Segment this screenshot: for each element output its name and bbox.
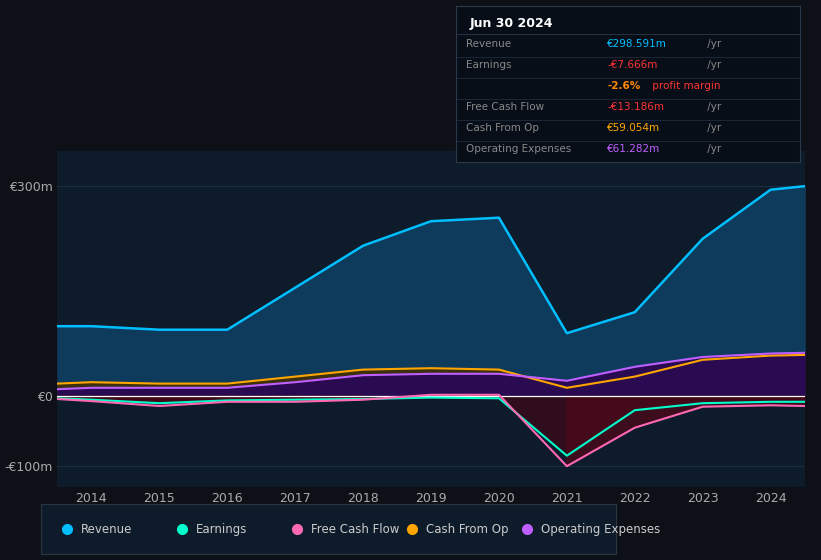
Text: /yr: /yr: [704, 60, 721, 69]
Text: Free Cash Flow: Free Cash Flow: [311, 522, 400, 536]
Text: Earnings: Earnings: [196, 522, 248, 536]
Text: Operating Expenses: Operating Expenses: [466, 144, 571, 155]
Text: Jun 30 2024: Jun 30 2024: [470, 17, 553, 30]
Text: -2.6%: -2.6%: [608, 81, 640, 91]
Text: Cash From Op: Cash From Op: [466, 123, 539, 133]
Text: Cash From Op: Cash From Op: [426, 522, 508, 536]
Text: Operating Expenses: Operating Expenses: [541, 522, 660, 536]
Text: /yr: /yr: [704, 144, 721, 155]
Text: €59.054m: €59.054m: [608, 123, 661, 133]
Text: Earnings: Earnings: [466, 60, 511, 69]
Text: Free Cash Flow: Free Cash Flow: [466, 102, 544, 112]
Text: Revenue: Revenue: [81, 522, 133, 536]
Text: /yr: /yr: [704, 102, 721, 112]
Text: /yr: /yr: [704, 39, 721, 49]
Text: -€13.186m: -€13.186m: [608, 102, 664, 112]
Text: -€7.666m: -€7.666m: [608, 60, 658, 69]
Text: €61.282m: €61.282m: [608, 144, 661, 155]
Text: profit margin: profit margin: [649, 81, 720, 91]
Text: /yr: /yr: [704, 123, 721, 133]
Text: Revenue: Revenue: [466, 39, 511, 49]
Text: €298.591m: €298.591m: [608, 39, 667, 49]
